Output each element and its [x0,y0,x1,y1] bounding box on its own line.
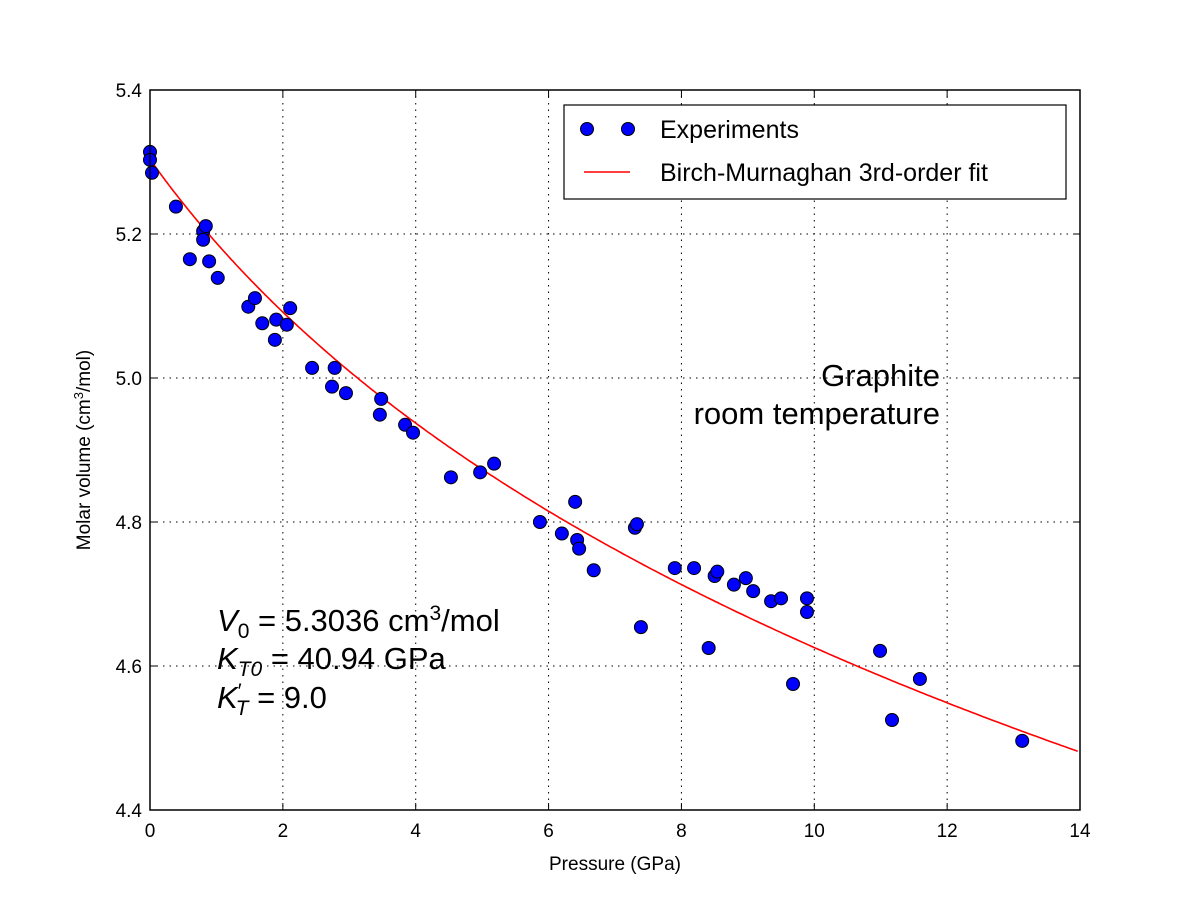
data-point [710,564,725,579]
data-point [873,643,888,658]
data-point [196,232,211,247]
data-point [144,165,159,180]
x-tick-label: 6 [543,821,554,842]
x-tick-label: 0 [145,821,156,842]
data-point [374,391,389,406]
x-tick-label: 4 [410,821,421,842]
data-point [372,407,387,422]
data-point [279,317,294,332]
data-point [799,605,814,619]
data-point [182,252,197,267]
x-tick-label: 10 [804,821,825,842]
x-tick-label: 8 [676,821,687,842]
data-point [1015,733,1030,748]
annotation-k0: KT0 = 40.94 GPa [217,641,447,681]
data-point [443,470,458,485]
y-tick-label: 4.4 [116,801,143,822]
data-point [667,561,682,576]
data-point [210,270,225,285]
y-tick-label: 5.4 [116,81,143,102]
data-point [532,515,547,529]
x-axis-label: Pressure (GPa) [549,854,681,875]
data-point [633,620,648,635]
data-point [198,219,213,234]
data-point [912,671,927,686]
experiment-points [143,144,1030,748]
data-point [738,571,753,586]
legend: Experiments Birch-Murnaghan 3rd-order fi… [563,104,1067,200]
x-tick-label: 2 [278,821,289,842]
data-point [473,465,488,480]
annotation-kprime: K′ T = 9.0 [217,680,327,720]
y-tick-label: 5.2 [116,225,142,246]
data-point [406,425,421,440]
data-point [786,677,801,691]
fit-line-group [149,158,1078,752]
data-point [487,456,502,471]
data-point [283,301,298,316]
data-point [338,386,353,401]
data-point [885,713,900,727]
x-tick-label: 12 [937,821,958,842]
plot-frame [149,89,1081,811]
data-point [726,577,741,592]
legend-label-experiments: Experiments [660,116,799,144]
data-point [168,199,183,214]
data-point [746,584,761,599]
data-point [701,641,716,655]
data-point [629,517,644,532]
y-tick-label: 5.0 [116,369,142,390]
data-point [572,541,587,556]
legend-marker [580,122,594,136]
data-point [325,379,340,394]
data-point [327,360,342,375]
data-point [774,591,789,606]
data-point [687,561,702,576]
data-point [267,332,282,347]
ticks: 0 2 4 6 8 10 12 14 4.4 4.6 4.8 5.0 5.2 5.4 [116,81,1091,842]
x-tick-label: 14 [1069,821,1091,842]
y-axis-label: Molar volume (cm3/mol) [71,350,95,550]
annotation-conditions: room temperature [694,396,940,431]
grid [150,90,1080,810]
y-tick-label: 4.8 [116,513,142,534]
data-point [568,494,583,509]
fit-line [149,158,1078,752]
y-tick-label: 4.6 [116,657,142,678]
data-point [586,563,601,578]
data-point [255,316,270,331]
annotation-v0: V0 = 5.3036 cm3/mol [217,602,500,643]
legend-label-fit: Birch-Murnaghan 3rd-order fit [660,159,988,187]
data-point [202,254,217,269]
data-point [554,526,569,541]
legend-marker [621,122,635,136]
data-point [305,360,320,375]
data-point [799,591,814,606]
legend-box [563,104,1067,200]
annotation-sample: Graphite [821,358,940,393]
data-point [247,291,262,306]
